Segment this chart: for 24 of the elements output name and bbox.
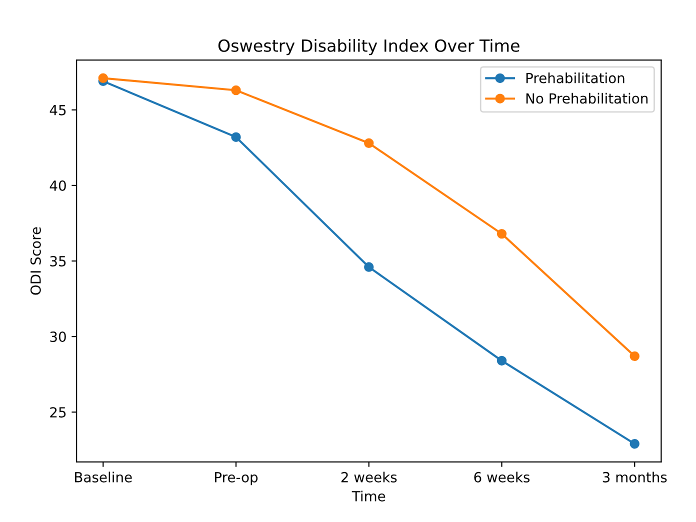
point xyxy=(231,132,241,142)
y-tick-label: 40 xyxy=(50,180,66,191)
y-tick-label: 25 xyxy=(50,407,66,418)
y-axis-title: ODI Score xyxy=(30,227,41,295)
x-tick-label: 6 weeks xyxy=(474,472,530,482)
x-tick-label: Pre-op xyxy=(215,472,258,486)
legend-label: No Prehabilitation xyxy=(526,92,648,104)
y-tick-label: 30 xyxy=(50,332,66,342)
y-tick-label: 45 xyxy=(50,105,66,116)
point xyxy=(496,356,507,366)
point xyxy=(98,73,108,84)
x-axis-title: Time xyxy=(352,490,386,502)
legend-label: Prehabilitation xyxy=(526,72,624,84)
point xyxy=(630,351,640,362)
point xyxy=(364,262,374,272)
point xyxy=(364,138,374,148)
x-tick-label: 3 months xyxy=(602,472,667,482)
point xyxy=(630,438,640,449)
point xyxy=(231,85,241,96)
point xyxy=(496,228,507,239)
x-tick-label: 2 weeks xyxy=(341,472,397,482)
chart-title: Oswestry Disability Index Over Time xyxy=(218,39,520,56)
y-tick-label: 35 xyxy=(50,256,66,266)
x-tick-label: Baseline xyxy=(75,472,132,482)
